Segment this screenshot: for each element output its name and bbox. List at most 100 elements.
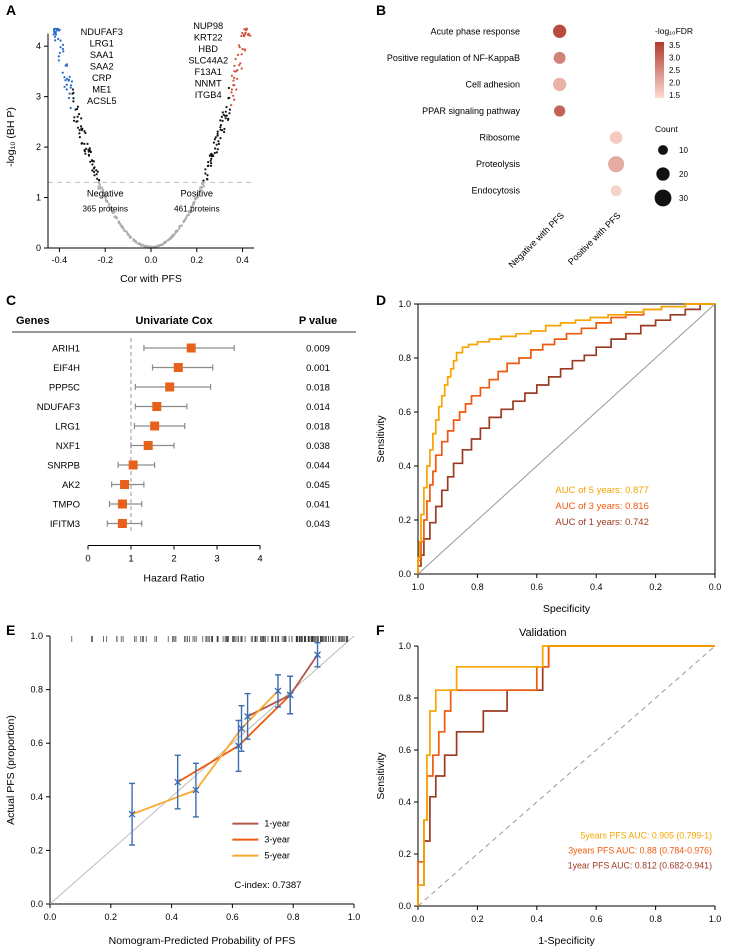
svg-text:P value: P value — [299, 315, 337, 327]
svg-text:F13A1: F13A1 — [195, 67, 222, 77]
svg-text:0.8: 0.8 — [398, 693, 411, 703]
svg-text:0.4: 0.4 — [398, 461, 411, 471]
svg-text:CRP: CRP — [92, 73, 112, 83]
svg-text:0.0: 0.0 — [30, 899, 43, 909]
svg-text:Proteolysis: Proteolysis — [476, 159, 521, 169]
svg-text:IFITM3: IFITM3 — [50, 519, 80, 530]
svg-text:0.014: 0.014 — [306, 402, 330, 413]
svg-text:4: 4 — [257, 554, 262, 565]
svg-text:Genes: Genes — [16, 315, 50, 327]
svg-text:SAA1: SAA1 — [90, 50, 114, 60]
svg-text:Acute phase response: Acute phase response — [430, 26, 520, 36]
svg-text:1: 1 — [128, 554, 133, 565]
svg-text:0.0: 0.0 — [44, 912, 57, 922]
svg-text:-0.4: -0.4 — [52, 255, 68, 265]
roc-curve — [417, 303, 715, 574]
svg-text:1.0: 1.0 — [412, 582, 425, 592]
panel-forest-plot: C Genes Univariate Cox P value ARIH1 0.009 EI… — [0, 290, 370, 620]
chance-line — [417, 645, 716, 907]
svg-text:0: 0 — [36, 243, 41, 253]
svg-text:0.4: 0.4 — [30, 792, 43, 802]
svg-text:1-year: 1-year — [264, 819, 290, 829]
panel-pathway-dotplot: B Acute phase response Positive regulatio… — [370, 0, 729, 290]
svg-text:C-index: 0.7387: C-index: 0.7387 — [234, 880, 301, 891]
svg-text:ACSL5: ACSL5 — [87, 96, 116, 106]
svg-text:NDUFAF3: NDUFAF3 — [37, 402, 80, 413]
svg-text:1: 1 — [36, 193, 41, 203]
svg-text:2.0: 2.0 — [669, 79, 681, 88]
svg-text:LRG1: LRG1 — [90, 39, 114, 49]
svg-text:0.2: 0.2 — [649, 582, 662, 592]
svg-text:ITGB4: ITGB4 — [195, 90, 222, 100]
svg-text:0.4: 0.4 — [590, 582, 603, 592]
svg-text:0.8: 0.8 — [649, 914, 662, 924]
panel-label-d: D — [376, 292, 387, 308]
svg-text:ARIH1: ARIH1 — [52, 344, 80, 355]
svg-text:0.8: 0.8 — [471, 582, 484, 592]
svg-text:LRG1: LRG1 — [55, 422, 80, 433]
svg-text:1.0: 1.0 — [398, 299, 411, 309]
volcano-points — [52, 27, 252, 249]
forest-plot-svg: Genes Univariate Cox P value ARIH1 0.009 EIF4… — [12, 315, 356, 585]
svg-text:Positive: Positive — [180, 189, 213, 199]
svg-text:Positive with PFS: Positive with PFS — [566, 210, 623, 267]
panel-label-a: A — [6, 2, 17, 18]
svg-text:0.4: 0.4 — [531, 914, 544, 924]
svg-text:0.043: 0.043 — [306, 519, 330, 530]
roc-training-svg: 1.0 0.8 0.6 0.4 0.2 0.0 0.0 0.2 0.4 0.6 0.8 1.0 AUC … — [375, 299, 721, 615]
svg-text:-log₁₀FDR: -log₁₀FDR — [655, 26, 693, 36]
svg-text:-0.2: -0.2 — [97, 255, 113, 265]
svg-text:0.0: 0.0 — [398, 901, 411, 911]
svg-text:Endocytosis: Endocytosis — [471, 186, 520, 196]
chance-line — [417, 303, 716, 575]
svg-text:3: 3 — [214, 554, 219, 565]
svg-text:365 proteins: 365 proteins — [82, 204, 128, 214]
svg-text:Negative with PFS: Negative with PFS — [507, 210, 566, 269]
roc-curve — [417, 303, 715, 574]
svg-text:0: 0 — [85, 554, 90, 565]
svg-text:0.0: 0.0 — [145, 255, 158, 265]
svg-text:AUC of 1 years: 0.742: AUC of 1 years: 0.742 — [555, 517, 648, 528]
svg-text:0.2: 0.2 — [471, 914, 484, 924]
volcano-plot-svg: 0 1 2 3 4 -0.4 -0.2 0.0 0.2 0.4 Cor with PFS -log₁₀… — [5, 21, 254, 285]
svg-text:0.2: 0.2 — [191, 255, 204, 265]
svg-text:3years PFS AUC: 0.88 (0.784-0.: 3years PFS AUC: 0.88 (0.784-0.976) — [568, 845, 712, 855]
svg-text:1.0: 1.0 — [30, 631, 43, 641]
svg-text:1year PFS AUC: 0.812 (0.682-0.: 1year PFS AUC: 0.812 (0.682-0.941) — [568, 860, 712, 870]
svg-text:0.6: 0.6 — [590, 914, 603, 924]
roc-curve — [417, 303, 715, 574]
svg-text:NDUFAF3: NDUFAF3 — [81, 27, 123, 37]
svg-text:2.5: 2.5 — [669, 66, 681, 75]
ideal-line — [49, 635, 355, 905]
svg-text:0.2: 0.2 — [30, 845, 43, 855]
svg-text:Cor with PFS: Cor with PFS — [120, 273, 182, 285]
svg-text:Validation: Validation — [519, 627, 567, 639]
svg-text:0.2: 0.2 — [398, 515, 411, 525]
svg-text:3-year: 3-year — [264, 835, 290, 845]
svg-text:PPAR signaling pathway: PPAR signaling pathway — [422, 106, 520, 116]
count-legend: 10 20 30 — [654, 145, 688, 207]
group-axis-labels: Negative with PFS Positive with PFS — [507, 210, 623, 269]
panel-roc-validation: F Validation 0.0 0.2 0.4 0.6 0.8 1.0 0.0 0.2 0.4 0… — [370, 620, 729, 952]
panel-roc-training: D 1.0 0.8 0.6 0.4 0.2 0.0 0.0 0.2 0.4 0.6 0.8 1.0 AU… — [370, 290, 729, 620]
panel-label-f: F — [376, 622, 385, 638]
svg-text:1.0: 1.0 — [709, 914, 722, 924]
svg-text:Actual PFS (proportion): Actual PFS (proportion) — [5, 715, 17, 825]
svg-text:0.018: 0.018 — [306, 422, 330, 433]
svg-text:3.0: 3.0 — [669, 54, 681, 63]
svg-text:NUP98: NUP98 — [193, 21, 223, 31]
dotplot-svg: Acute phase response Positive regulation … — [387, 24, 693, 270]
svg-text:0.0: 0.0 — [412, 914, 425, 924]
svg-text:0.6: 0.6 — [531, 582, 544, 592]
svg-text:0.4: 0.4 — [165, 912, 178, 922]
svg-text:0.045: 0.045 — [306, 480, 330, 491]
svg-text:0.001: 0.001 — [306, 363, 330, 374]
panel-volcano: A 0 1 2 3 4 -0.4 -0.2 0.0 0.2 0.4 Cor with PFS -log… — [0, 0, 370, 290]
panel-label-c: C — [6, 292, 17, 308]
svg-text:PPP5C: PPP5C — [49, 383, 80, 394]
svg-text:Nomogram-Predicted Probability: Nomogram-Predicted Probability of PFS — [109, 935, 296, 947]
svg-text:1.0: 1.0 — [398, 641, 411, 651]
svg-text:Sensitivity: Sensitivity — [375, 415, 387, 463]
